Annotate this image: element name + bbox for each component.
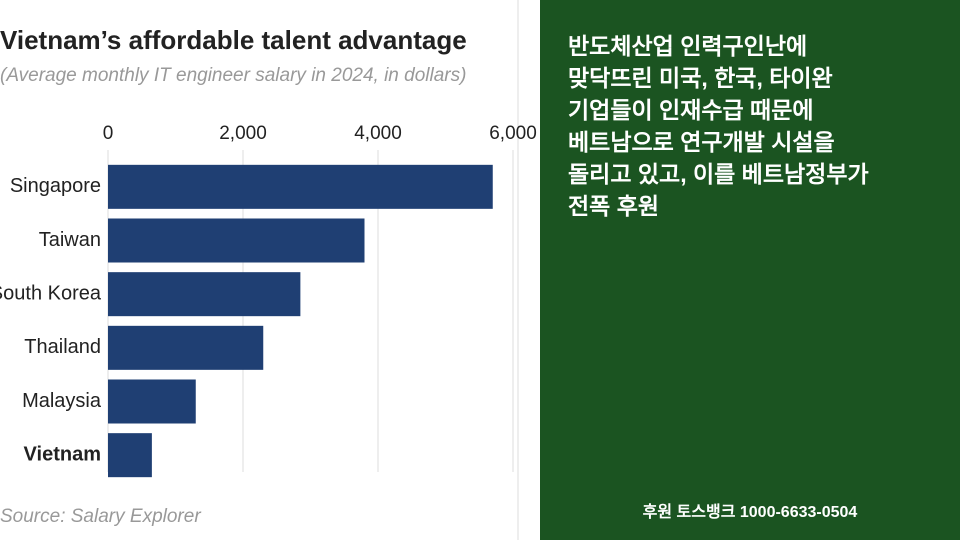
category-label: Thailand bbox=[24, 336, 101, 358]
side-line: 돌리고 있고, 이를 베트남정부가 bbox=[568, 161, 869, 187]
category-label: Singapore bbox=[10, 175, 101, 197]
chart: Vietnam’s affordable talent advantage (A… bbox=[0, 0, 537, 540]
side-line: 기업들이 인재수급 때문에 bbox=[568, 97, 814, 123]
x-tick-label: 2,000 bbox=[219, 123, 267, 144]
bar bbox=[108, 272, 301, 317]
side-line: 전폭 후원 bbox=[568, 193, 660, 219]
category-label: South Korea bbox=[0, 282, 102, 304]
x-tick-label: 0 bbox=[103, 123, 114, 144]
category-label: Taiwan bbox=[39, 229, 101, 251]
side-line: 베트남으로 연구개발 시설을 bbox=[568, 129, 835, 155]
category-label: Malaysia bbox=[22, 390, 102, 412]
bar bbox=[108, 379, 196, 424]
x-tick-label: 6,000 bbox=[489, 123, 537, 144]
chart-title: Vietnam’s affordable talent advantage bbox=[0, 25, 467, 55]
bar bbox=[108, 325, 264, 370]
chart-source: Source: Salary Explorer bbox=[0, 506, 201, 527]
bar bbox=[108, 433, 152, 478]
x-tick-label: 4,000 bbox=[354, 123, 402, 144]
bar bbox=[108, 218, 365, 263]
category-label: Vietnam bbox=[24, 443, 101, 465]
bar bbox=[108, 164, 493, 209]
chart-subtitle: (Average monthly IT engineer salary in 2… bbox=[0, 65, 466, 86]
side-line: 반도체산업 인력구인난에 bbox=[568, 33, 808, 59]
side-line: 맞닥뜨린 미국, 한국, 타이완 bbox=[568, 65, 833, 91]
side-footer: 후원 토스뱅크 1000-6633-0504 bbox=[642, 504, 858, 521]
